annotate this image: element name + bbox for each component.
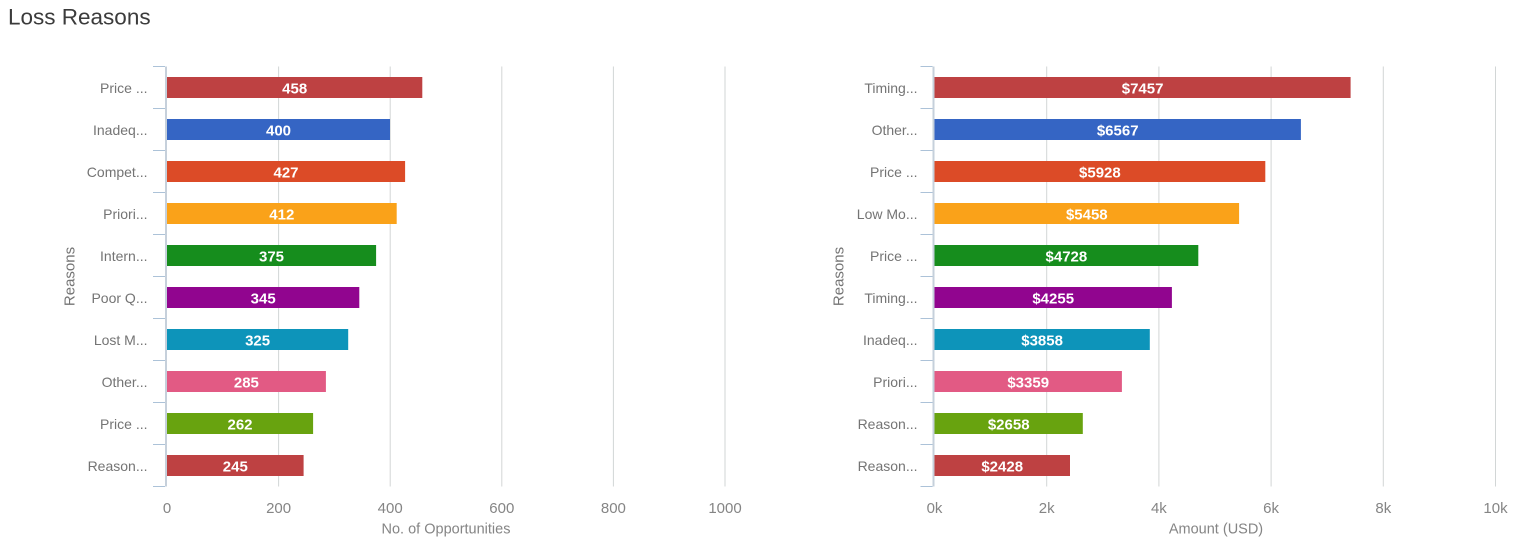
svg-text:Compet...: Compet... — [87, 164, 148, 180]
svg-text:6k: 6k — [1263, 500, 1279, 517]
svg-text:245: 245 — [223, 458, 248, 475]
svg-text:$5928: $5928 — [1079, 164, 1121, 181]
svg-text:Poor Q...: Poor Q... — [91, 290, 147, 306]
svg-text:325: 325 — [245, 332, 270, 349]
svg-text:$6567: $6567 — [1097, 122, 1139, 139]
svg-text:200: 200 — [266, 500, 291, 517]
svg-text:400: 400 — [266, 122, 291, 139]
svg-text:10k: 10k — [1483, 500, 1508, 517]
svg-text:8k: 8k — [1375, 500, 1391, 517]
svg-text:375: 375 — [259, 248, 284, 265]
svg-text:4k: 4k — [1151, 500, 1167, 517]
svg-text:Intern...: Intern... — [100, 248, 147, 264]
svg-text:345: 345 — [251, 290, 276, 307]
svg-text:Timing...: Timing... — [864, 290, 917, 306]
svg-text:Timing...: Timing... — [864, 80, 917, 96]
svg-text:Other...: Other... — [102, 374, 148, 390]
svg-text:Reason...: Reason... — [858, 416, 918, 432]
svg-text:$5458: $5458 — [1066, 206, 1108, 223]
svg-text:2k: 2k — [1039, 500, 1055, 517]
svg-text:Reason...: Reason... — [858, 458, 918, 474]
svg-text:Priori...: Priori... — [103, 206, 147, 222]
svg-text:Low Mo...: Low Mo... — [857, 206, 918, 222]
svg-text:Loss Reasons: Loss Reasons — [8, 5, 151, 30]
svg-text:$2658: $2658 — [988, 416, 1030, 433]
svg-text:$7457: $7457 — [1122, 80, 1164, 97]
svg-text:Lost M...: Lost M... — [94, 332, 148, 348]
svg-text:$2428: $2428 — [981, 458, 1023, 475]
svg-text:427: 427 — [273, 164, 298, 181]
svg-text:1000: 1000 — [708, 500, 741, 517]
svg-text:Inadeq...: Inadeq... — [863, 332, 918, 348]
svg-text:Other...: Other... — [872, 122, 918, 138]
svg-text:458: 458 — [282, 80, 307, 97]
svg-text:0k: 0k — [927, 500, 943, 517]
svg-text:285: 285 — [234, 374, 259, 391]
svg-text:800: 800 — [601, 500, 626, 517]
svg-text:Amount (USD): Amount (USD) — [1169, 522, 1263, 538]
svg-text:No. of Opportunities: No. of Opportunities — [382, 522, 511, 538]
svg-text:$3858: $3858 — [1021, 332, 1063, 349]
svg-text:Price ...: Price ... — [100, 80, 147, 96]
svg-text:Price ...: Price ... — [100, 416, 147, 432]
svg-text:600: 600 — [489, 500, 514, 517]
svg-text:Inadeq...: Inadeq... — [93, 122, 148, 138]
svg-text:262: 262 — [227, 416, 252, 433]
svg-text:Priori...: Priori... — [873, 374, 917, 390]
svg-text:0: 0 — [163, 500, 171, 517]
svg-text:400: 400 — [378, 500, 403, 517]
svg-text:$3359: $3359 — [1007, 374, 1049, 391]
svg-text:Price ...: Price ... — [870, 248, 917, 264]
svg-text:$4728: $4728 — [1046, 248, 1088, 265]
svg-text:Reasons: Reasons — [831, 247, 848, 306]
svg-text:Price ...: Price ... — [870, 164, 917, 180]
svg-text:Reason...: Reason... — [88, 458, 148, 474]
svg-text:Reasons: Reasons — [62, 247, 79, 306]
svg-text:412: 412 — [269, 206, 294, 223]
svg-text:$4255: $4255 — [1032, 290, 1074, 307]
